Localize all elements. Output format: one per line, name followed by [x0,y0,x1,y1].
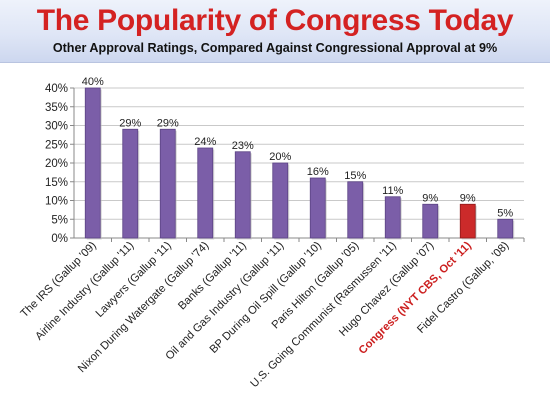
data-label: 23% [232,140,254,152]
category-label: Banks (Gallup '11) [176,239,249,312]
bar [272,162,289,239]
bar [384,196,401,239]
data-labels: 40% 29% 29% 24% 23% 20% 16% 15% 11% 9% 9% 5% [82,76,514,219]
page-subtitle: Other Approval Ratings, Compared Against… [52,41,498,55]
gridlines [74,87,524,239]
page-title: The Popularity of Congress Today [36,4,514,37]
bar [422,203,439,239]
bar-chart: 0% 5% 10% 15% 20% 25% 30% 35% 40% 40% 29% 29% 24% 23… [19,76,525,390]
data-label: 29% [157,117,179,129]
data-label: 15% [344,170,366,182]
bar [84,87,101,239]
y-tick-label: 30% [45,121,68,133]
data-label: 5% [497,207,513,219]
bar [497,218,514,239]
axes: 0% 5% 10% 15% 20% 25% 30% 35% 40% [45,83,525,245]
y-tick-label: 15% [45,177,68,189]
bar [347,181,364,239]
bar [197,147,214,239]
category-labels: The IRS (Gallup '09)Airline Industry (Ga… [19,239,512,390]
y-tick-label: 10% [45,196,68,208]
data-label: 9% [422,192,438,204]
bar [234,151,251,239]
y-tick-label: 35% [45,102,68,114]
bar [122,128,139,239]
bars [84,87,515,240]
data-label: 11% [382,185,403,197]
bar [159,128,176,239]
data-label: 9% [460,192,476,204]
y-tick-label: 5% [51,214,68,226]
data-label: 20% [269,151,291,163]
data-label: 24% [194,136,216,148]
data-label: 16% [307,166,329,178]
bar [309,177,326,239]
bar-highlight [459,203,476,239]
y-tick-label: 0% [51,233,68,245]
data-label: 29% [119,117,141,129]
y-tick-label: 25% [45,139,68,151]
y-tick-label: 20% [45,158,68,170]
title-banner: The Popularity of Congress Today Other A… [0,0,550,63]
y-tick-label: 40% [45,83,68,95]
data-label: 40% [82,76,104,88]
category-label: Nixon During Watergate (Gallup '74) [76,239,212,375]
